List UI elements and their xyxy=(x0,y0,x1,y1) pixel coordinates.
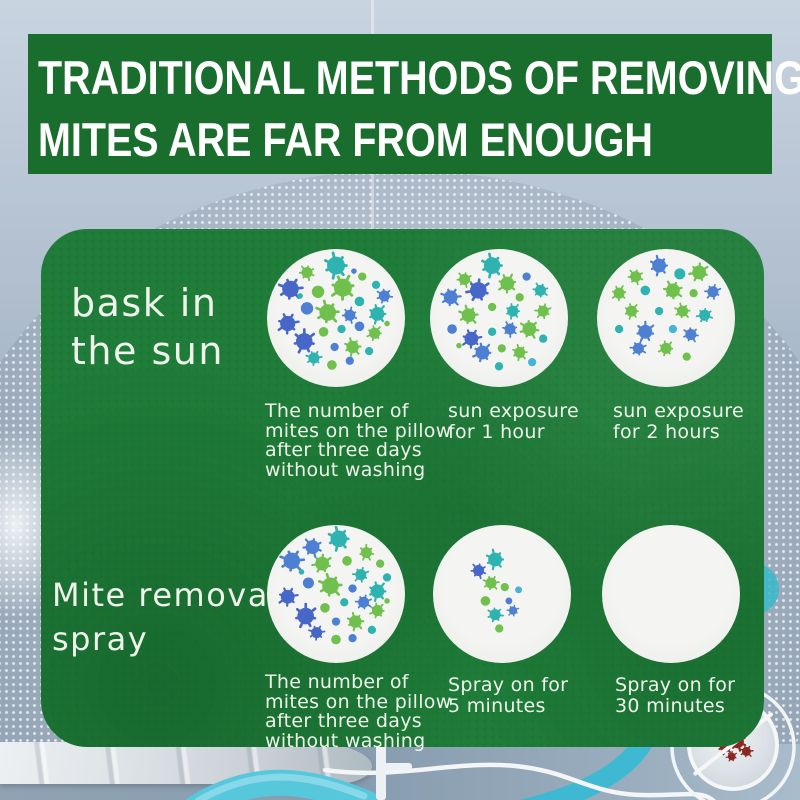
dish-caption-before-spray: The number of mites on the pillow after … xyxy=(265,671,452,752)
petri-dish-sun-2-hours xyxy=(597,249,735,387)
white-cord xyxy=(322,762,717,800)
white-pole xyxy=(376,745,386,800)
comparison-panel: bask in the sun The number of mites on t… xyxy=(41,229,764,750)
dish-caption-sun-1-hour: sun exposure for 1 hour xyxy=(448,400,579,443)
row-label-line: bask in xyxy=(71,281,218,325)
dish-caption-before-sun: The number of mites on the pillow after … xyxy=(265,400,452,481)
dish-caption-sun-2-hours: sun exposure for 2 hours xyxy=(613,400,744,443)
petri-dish-before-sun xyxy=(267,249,405,387)
title-line-2: MITES ARE FAR FROM ENOUGH xyxy=(38,113,653,166)
teal-ribbon-highlight xyxy=(194,773,368,800)
petri-dish-spray-30-minutes xyxy=(602,525,740,663)
petri-dish-sun-1-hour xyxy=(430,249,568,387)
petri-dish-spray-5-minutes xyxy=(433,525,571,663)
title-banner: TRADITIONAL METHODS OF REMOVING MITES AR… xyxy=(28,34,800,174)
row-label-line: the sun xyxy=(71,329,224,373)
dish-caption-spray-30-minutes: Spray on for 30 minutes xyxy=(615,674,736,717)
dish-caption-spray-5-minutes: Spray on for 5 minutes xyxy=(448,674,569,717)
teal-ribbon xyxy=(185,769,381,800)
title-line-1: TRADITIONAL METHODS OF REMOVING xyxy=(38,51,800,104)
row-label-bask-in-the-sun: bask in the sun xyxy=(71,279,224,375)
white-pole-connector xyxy=(384,763,412,770)
petri-dish-before-spray xyxy=(267,525,405,663)
row-label-line: spray xyxy=(52,620,149,658)
row-label-mite-removal-spray: Mite removal spray xyxy=(52,573,279,661)
row-label-line: Mite removal xyxy=(52,576,280,614)
